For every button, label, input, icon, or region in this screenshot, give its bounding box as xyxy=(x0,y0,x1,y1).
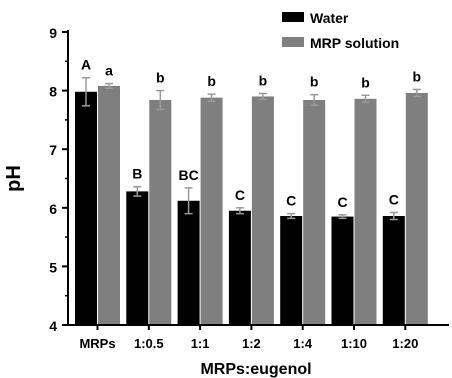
significance-label: b xyxy=(259,73,268,89)
significance-label: C xyxy=(235,187,245,203)
y-tick-label: 4 xyxy=(49,318,57,334)
significance-label: b xyxy=(361,74,370,90)
legend-swatch-mrp-solution xyxy=(282,37,304,47)
x-tick-label: MRPs xyxy=(79,336,115,351)
significance-label: C xyxy=(389,191,399,207)
bar-mrp-solution xyxy=(405,92,428,325)
x-axis-ticks: MRPs 1:0.5 1:1 1:2 1:4 1:10 1:20 xyxy=(79,325,418,351)
legend-swatch-water xyxy=(282,12,304,22)
bar-mrp-solution xyxy=(251,96,274,326)
y-axis-title: pH xyxy=(3,165,25,192)
bar-water xyxy=(126,191,149,325)
x-tick-label: 1:10 xyxy=(341,336,367,351)
bar-water xyxy=(280,216,303,325)
significance-label: BC xyxy=(178,167,198,183)
bar-mrp-solution xyxy=(354,98,377,325)
y-tick-label: 6 xyxy=(49,201,57,217)
legend-label-mrp-solution: MRP solution xyxy=(310,35,399,51)
significance-label: A xyxy=(81,57,91,73)
bar-mrp-solution xyxy=(98,85,120,325)
error-bars xyxy=(82,76,421,221)
y-tick-label: 5 xyxy=(49,259,57,275)
significance-label: C xyxy=(337,194,347,210)
significance-label: b xyxy=(413,68,422,84)
x-tick-label: 1:0.5 xyxy=(134,336,164,351)
bar-water xyxy=(177,200,200,325)
x-tick-label: 1:2 xyxy=(242,336,261,351)
bar-water xyxy=(228,210,251,325)
bar-water xyxy=(75,91,97,325)
x-tick-label: 1:1 xyxy=(191,336,210,351)
bar-mrp-solution xyxy=(200,97,223,325)
significance-label: b xyxy=(156,70,165,86)
x-axis-title: MRPs:eugenol xyxy=(200,361,311,378)
x-tick-label: 1:20 xyxy=(392,336,418,351)
bar-water xyxy=(331,216,354,325)
y-tick-label: 9 xyxy=(49,25,57,41)
significance-label: C xyxy=(286,193,296,209)
y-tick-label: 8 xyxy=(49,84,57,100)
significance-label: a xyxy=(105,63,113,79)
bar-mrp-solution xyxy=(149,99,172,325)
axes xyxy=(67,30,449,326)
y-axis-ticks: 4 5 6 7 8 9 xyxy=(49,25,68,334)
legend-label-water: Water xyxy=(310,10,349,26)
y-tick-label: 7 xyxy=(49,142,57,158)
x-tick-label: 1:4 xyxy=(293,336,313,351)
bar-mrp-solution xyxy=(303,99,326,325)
bar-water xyxy=(382,216,405,325)
significance-label: b xyxy=(207,73,216,89)
significance-label: b xyxy=(310,74,319,90)
legend: Water MRP solution xyxy=(282,10,399,51)
significance-label: B xyxy=(132,166,142,182)
bars xyxy=(75,85,428,326)
